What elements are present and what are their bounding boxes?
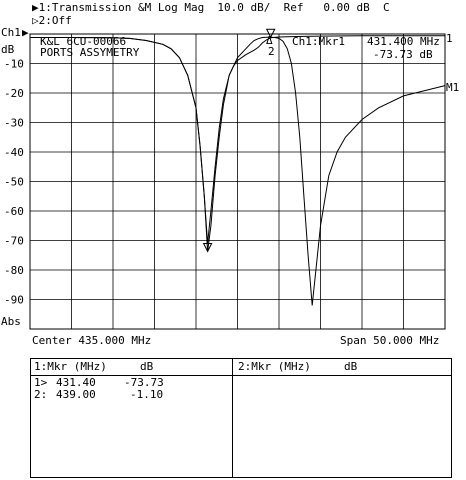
marker-row-2-freq: 439.00 [56, 388, 96, 401]
header-line-1: ▶1:Transmission &M Log Mag 10.0 dB/ Ref … [32, 1, 390, 14]
marker-1-point [202, 243, 213, 253]
marker-table-divider [232, 358, 233, 478]
y-tick-label: -90 [4, 294, 24, 307]
y-tick-label: -70 [4, 235, 24, 248]
marker-2-triangle-icon: Δ [266, 34, 273, 47]
marker-table-right-header: 2:Mkr (MHz) dB [238, 360, 358, 373]
traces [30, 35, 446, 306]
plot-frame [29, 33, 446, 330]
y-tick-label: -10 [4, 58, 24, 71]
marker-2-point [265, 28, 276, 39]
trace-end-label: 1 [446, 32, 453, 45]
marker-table-left-header: 1:Mkr (MHz) dB [34, 360, 154, 373]
reference-pointer-icon: ▶ [22, 26, 29, 39]
marker-readout-label: Ch1:Mkr1 [292, 35, 345, 48]
marker-table-header-rule [30, 375, 452, 376]
marker-row-2-db: -1.10 [130, 388, 164, 401]
marker-row-2-id: 2: [34, 388, 48, 401]
marker-row-1-db: -73.73 [124, 376, 164, 389]
marker-table [30, 358, 452, 478]
center-frequency: Center 435.000 MHz [32, 334, 152, 347]
annotation-line-1: K&L 6CU-00066 [40, 35, 127, 48]
unit-label: dB [1, 43, 15, 56]
marker-readout-freq: 431.400 MHz [367, 35, 440, 48]
y-tick-label: -40 [4, 146, 24, 159]
span-frequency: Span 50.000 MHz [340, 334, 440, 347]
marker-m1-label: M1 [446, 81, 460, 94]
y-tick-label: -30 [4, 117, 24, 130]
marker-row-1-freq: 431.40 [56, 376, 96, 389]
markers [202, 28, 276, 253]
y-tick-label: -20 [4, 87, 24, 100]
y-tick-label: -80 [4, 264, 24, 277]
annotation-line-2: PORTS ASSYMETRY [40, 46, 140, 59]
marker-readout-value: -73.73 dB [373, 48, 433, 61]
abs-label: Abs [1, 315, 21, 328]
y-tick-label: -60 [4, 205, 24, 218]
channel-label: Ch1 [1, 26, 21, 39]
header-line-2: ▷2:Off [32, 14, 72, 27]
marker-row-1-id: 1> [34, 376, 48, 389]
marker-2-number: 2 [268, 45, 275, 58]
y-tick-label: -50 [4, 176, 24, 189]
trace-line-2 [30, 35, 445, 244]
grid: -10 -20 -30 -40 -50 -60 -70 -80 -90 [4, 34, 445, 329]
